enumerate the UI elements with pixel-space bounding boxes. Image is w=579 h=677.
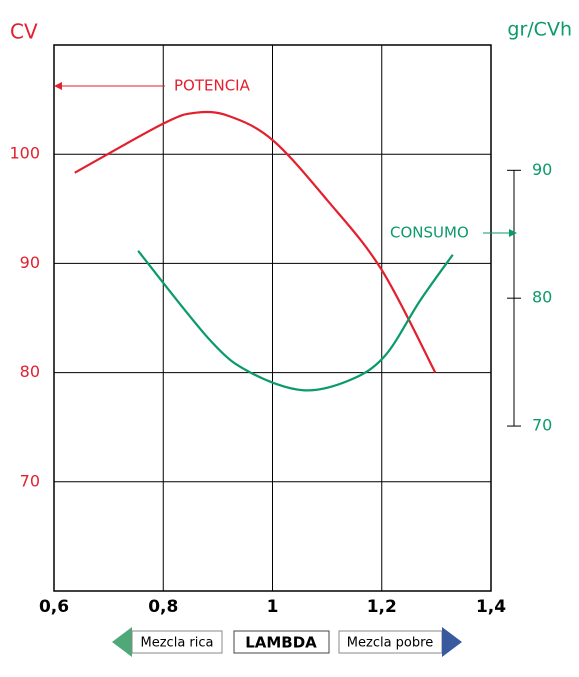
annotation: Mezcla pobre [347, 636, 433, 651]
x-tick-label: 0,6 [39, 597, 69, 617]
series-label: CONSUMO [390, 224, 469, 242]
series-label: POTENCIA [174, 77, 251, 95]
arrow-head [509, 229, 517, 237]
label-box [131, 630, 223, 654]
y2-tick-label: 90 [532, 160, 552, 179]
x-axis-legend: Mezcla rica LAMBDA Mezcla pobre [112, 627, 462, 657]
x-tick-label: 0,8 [148, 597, 178, 617]
y2-axis-label: gr/CVh [507, 19, 572, 41]
y2-tick-label: 80 [532, 288, 552, 307]
x-axis-label: LAMBDA [245, 634, 317, 652]
x-tick-label: 1 [267, 597, 279, 617]
series-line [74, 110, 437, 374]
arrow-right [442, 627, 462, 657]
y-tick-label: 100 [9, 144, 40, 163]
label-box [233, 630, 330, 654]
y-tick-label: 70 [20, 471, 40, 490]
annotation: Mezcla rica [141, 636, 214, 651]
y-axis-label: CV [10, 20, 38, 44]
x-tick-label: 1,2 [367, 597, 397, 617]
series-line [137, 250, 454, 392]
arrow-left [112, 627, 132, 657]
y2-tick-label: 70 [532, 416, 552, 435]
y-tick-label: 90 [20, 253, 40, 272]
x-tick-label: 1,4 [476, 597, 506, 617]
arrow-head [54, 82, 62, 90]
plot-frame [53, 44, 492, 592]
y-tick-label: 80 [20, 362, 40, 381]
